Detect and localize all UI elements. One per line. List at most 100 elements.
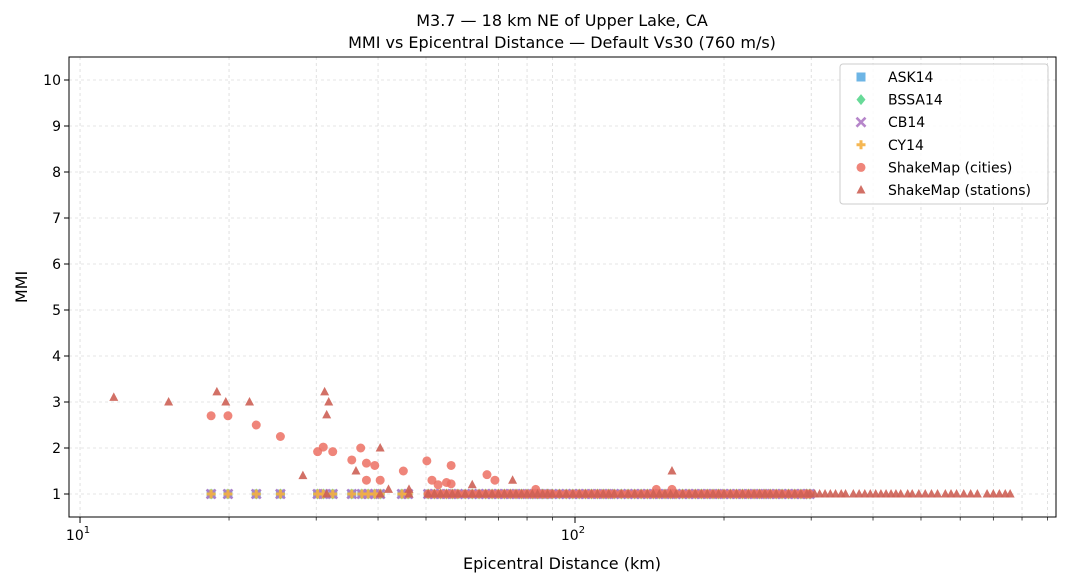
shakemap-stations--point [642,489,652,498]
legend: ASK14 BSSA14 CB14 CY14 ShakeMap (cities) Shak… [839,63,1049,205]
shakemap-stations--point [322,489,332,498]
shakemap-stations--point [447,489,457,498]
y-tick-label: 1 [52,487,61,503]
shakemap-cities--point [490,475,500,485]
y-tick-label: 9 [52,119,61,135]
shakemap-stations--point [441,489,451,498]
shakemap-cities--point [318,442,328,452]
x-tick-label: 102 [561,525,585,544]
shakemap-stations--point [831,489,841,498]
plot-frame [68,56,1057,518]
shakemap-stations--point [493,489,503,498]
shakemap-stations--point [805,489,815,498]
shakemap-cities--point [370,460,380,470]
shakemap-stations--point [738,489,748,498]
shakemap-cities--point [356,443,366,453]
cy14-point [251,489,261,499]
y-tick-label: 10 [43,73,61,89]
legend-marker-plus [856,140,866,150]
shakemap-stations--point [481,489,491,498]
shakemap-stations--point [384,484,394,493]
shakemap-stations--point [914,489,924,498]
shakemap-stations--point [982,489,992,498]
shakemap-stations--point [966,489,976,498]
legend-marker-x [855,116,867,128]
shakemap-cities--point [398,466,408,476]
cy14-point [275,489,285,499]
chart-subtitle: MMI vs Epicentral Distance — Default Vs3… [348,33,776,52]
shakemap-stations--point [678,489,688,498]
shakemap-cities--point [223,411,233,421]
shakemap-stations--point [298,470,308,480]
chart-title: M3.7 — 18 km NE of Upper Lake, CA [416,11,708,30]
shakemap-stations--point [848,489,858,498]
legend-label: BSSA14 [888,93,943,109]
shakemap-stations--point [684,489,694,498]
shakemap-cities--point [347,455,357,465]
shakemap-stations--point [375,489,385,498]
shakemap-stations--point [109,392,119,401]
shakemap-cities--point [446,460,456,470]
shakemap-stations--point [1005,489,1015,498]
legend-marker-circle [856,162,866,172]
shakemap-stations--point [952,489,962,498]
shakemap-stations--point [623,489,633,498]
shakemap-stations--point [487,489,497,498]
shakemap-stations--point [896,489,906,498]
shakemap-stations--point [423,489,433,498]
shakemap-stations--point [587,489,597,498]
series-shakemap-cities- [206,411,815,499]
shakemap-cities--point [251,420,261,430]
shakemap-stations--point [609,489,619,498]
x-tick-label: 101 [66,525,90,544]
shakemap-stations--point [841,489,851,498]
shakemap-stations--point [505,489,515,498]
shakemap-stations--point [926,489,936,498]
y-axis-label: MMI [12,271,31,303]
y-tick-label: 3 [52,395,61,411]
shakemap-stations--point [940,489,950,498]
shakemap-stations--point [994,489,1004,498]
legend-label: ASK14 [888,70,934,86]
shakemap-cities--point [427,475,437,485]
y-tick-label: 4 [52,349,61,365]
shakemap-stations--point [561,489,571,498]
legend-label: CY14 [888,138,924,154]
shakemap-cities--point [361,458,371,468]
shakemap-stations--point [616,489,626,498]
shakemap-cities--point [433,480,443,490]
cy14-point [223,489,233,499]
shakemap-cities--point [328,447,338,457]
shakemap-stations--point [933,489,943,498]
shakemap-stations--point [375,443,385,452]
cy14-point [347,489,357,499]
x-axis-label: Epicentral Distance (km) [463,554,661,573]
shakemap-stations--point [499,489,509,498]
shakemap-stations--point [972,489,982,498]
shakemap-stations--point [920,489,930,498]
legend-marker-square [856,72,866,82]
shakemap-stations--point [324,397,334,406]
shakemap-stations--point [719,489,729,498]
shakemap-stations--point [351,466,361,475]
legend-marker-triangle [856,185,866,194]
shakemap-stations--point [777,489,787,498]
shakemap-stations--point [725,489,735,498]
legend-label: ShakeMap (stations) [888,183,1031,199]
shakemap-stations--point [221,397,231,406]
shakemap-cities--point [422,456,432,466]
shakemap-stations--point [636,489,646,498]
shakemap-stations--point [436,489,446,498]
legend-box [839,63,1049,205]
shakemap-stations--point [574,489,584,498]
shakemap-stations--point [212,386,222,396]
shakemap-stations--point [580,489,590,498]
shakemap-stations--point [790,489,800,498]
shakemap-stations--point [404,484,414,493]
shakemap-stations--point [702,489,712,498]
shakemap-stations--point [429,489,439,498]
cy14-point [206,489,216,499]
shakemap-cities--point [482,470,492,480]
shakemap-stations--point [784,489,794,498]
